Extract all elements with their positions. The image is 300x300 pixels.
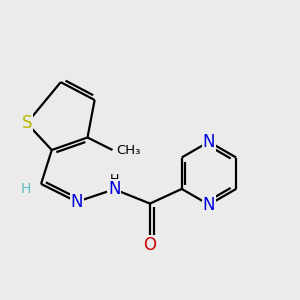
Text: CH₃: CH₃ bbox=[116, 143, 140, 157]
Text: H: H bbox=[110, 173, 119, 186]
Text: H: H bbox=[21, 182, 31, 196]
Text: S: S bbox=[22, 114, 32, 132]
Text: N: N bbox=[203, 196, 215, 214]
Text: N: N bbox=[203, 133, 215, 151]
Text: O: O bbox=[143, 236, 157, 253]
Text: N: N bbox=[70, 193, 83, 211]
Text: N: N bbox=[108, 180, 121, 198]
